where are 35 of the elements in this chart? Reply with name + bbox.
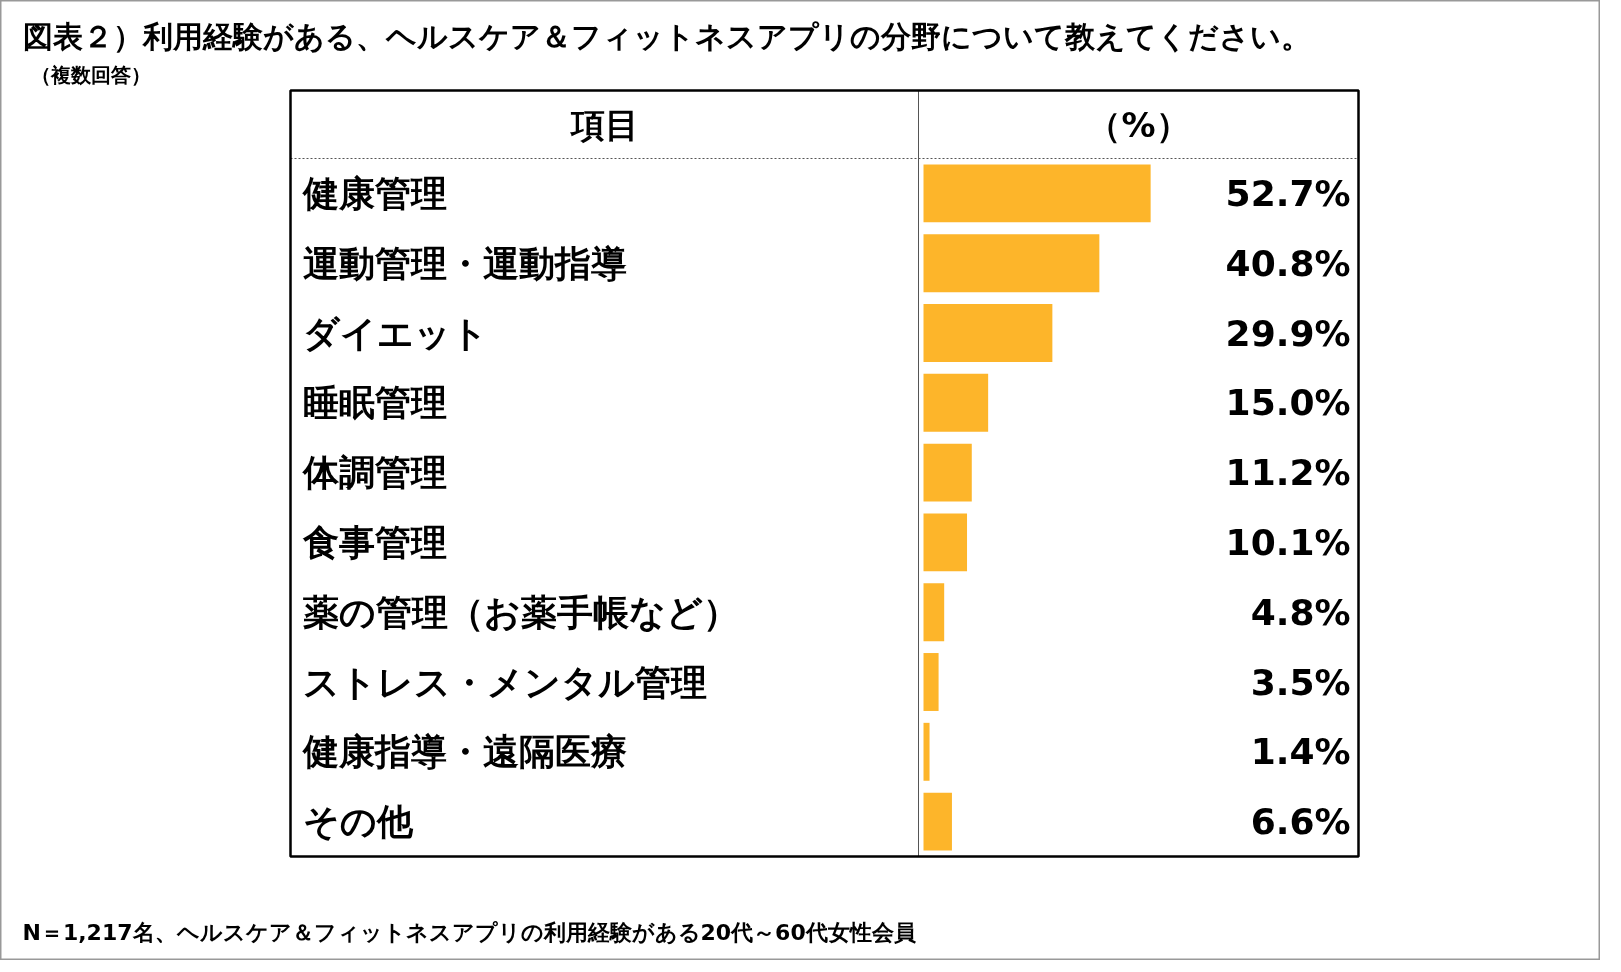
text: N＝1,217名、ヘルスケア＆フィットネスアプリの利用経験がある20代～60代女性会員 [22,920,916,945]
bar [923,583,945,642]
text: 図表２）利用経験がある、ヘルスケア＆フィットネスアプリの分野について教えてください。 [22,19,1311,54]
data-label: 15.0% [1225,382,1351,424]
y-tick-label: 薬の管理（お薬手帳など） [302,591,739,633]
y-tick-label: その他 [302,801,414,843]
y-tick-label: 睡眠管理 [302,382,447,424]
bar [923,722,930,781]
y-tick-label: ストレス・メンタル管理 [302,661,707,703]
data-label: 10.1% [1225,521,1351,563]
bar [923,304,1053,362]
bar [923,164,1151,223]
data-label: 6.6% [1250,801,1351,843]
y-axis-title: 項目 [568,104,639,145]
bar [923,792,952,851]
bar [923,653,939,711]
bar [923,443,972,502]
data-label: 40.8% [1225,242,1351,284]
data-label: 4.8% [1250,591,1351,633]
bar [923,373,989,432]
data-label: 3.5% [1250,661,1351,703]
y-tick-label: ダイエット [302,312,488,354]
bar [923,513,968,572]
y-tick-label: 食事管理 [301,521,447,563]
x-axis-title: （%） [1087,104,1190,145]
text: （複数回答） [30,62,151,87]
data-label: 52.7% [1225,172,1351,214]
data-label: 1.4% [1250,731,1351,773]
data-label: 11.2% [1225,452,1351,494]
y-tick-label: 運動管理・運動指導 [302,242,627,284]
data-label: 29.9% [1225,312,1351,354]
y-tick-label: 健康管理 [301,172,447,214]
y-tick-label: 健康指導・遠隔医療 [301,731,627,773]
bar [923,234,1100,293]
y-tick-label: 体調管理 [301,452,447,494]
